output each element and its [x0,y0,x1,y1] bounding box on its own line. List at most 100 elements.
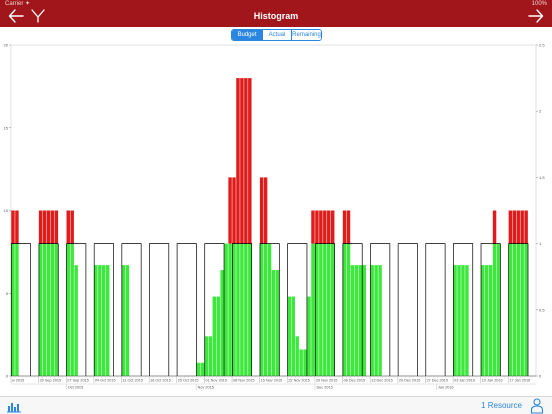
bar-overload-segment [244,78,248,244]
x-week-label: 03 Jan 2016 [454,379,475,383]
capacity-outline [314,243,335,376]
bar-overload-segment [42,210,47,244]
segment-remaining[interactable]: Remaining [291,30,321,40]
bar-capacity-segment [323,243,327,376]
bar-overload-segment [50,210,55,244]
bar-overload-segment [319,210,323,244]
bar-capacity-segment [508,243,513,376]
y-left-tick-label: 20 [4,43,9,48]
capacity-outline [425,243,446,376]
segment-actual[interactable]: Actual [262,30,291,40]
bar-capacity-segment [125,265,130,376]
bar-capacity-segment [204,336,209,376]
capacity-outline [121,243,142,376]
y-left-tick-label: 0 [6,374,9,379]
bar-capacity-segment [516,243,520,376]
bar-capacity-segment [457,265,461,376]
bar-capacity-segment [105,265,110,376]
bar-capacity-segment [240,243,244,376]
y-right-tick-label: 0 [539,374,542,379]
bar-overload-segment [70,210,74,244]
x-week-label: 08 Nov 2015 [233,379,255,383]
bar-capacity-segment [263,243,268,376]
bar-capacity-segment [524,243,528,376]
segment-budget[interactable]: Budget [232,30,262,40]
x-month-label: Nov 2015 [198,386,214,390]
bar-capacity-segment [275,270,280,376]
bar-overload-segment [315,210,319,244]
bar-capacity-segment [465,265,469,376]
x-month-label: Jan 2016 [438,386,454,390]
x-week-label: 17 Jan 2016 [509,379,530,383]
bar-capacity-segment [374,265,378,376]
bar-capacity-segment [42,243,47,376]
y-left-tick-label: 5 [6,291,9,296]
bar-capacity-segment [212,296,217,376]
x-week-label: 29 Nov 2015 [316,379,338,383]
x-week-label: 20 Dec 2015 [399,379,421,383]
back-arrow-icon[interactable] [8,9,24,23]
forward-arrow-icon[interactable] [528,9,544,23]
bar-capacity-segment [295,336,299,376]
bar-capacity-segment [74,265,78,376]
capacity-outline [342,243,363,376]
capacity-outline [176,243,197,376]
bar-capacity-segment [15,243,19,376]
bar-capacity-segment [362,265,367,376]
bar-overload-segment [228,177,232,244]
x-week-label: 20 Sep 2015 [40,379,62,383]
bar-overload-segment [524,210,528,244]
tune-icon[interactable] [30,9,46,23]
bar-capacity-segment [291,296,295,376]
bar-overload-segment [516,210,520,244]
bar-capacity-segment [228,243,232,376]
bar-overload-segment [240,78,244,244]
bar-overload-segment [520,210,524,244]
bar-capacity-segment [94,265,98,376]
bar-capacity-segment [66,243,70,376]
bar-capacity-segment [512,243,517,376]
bar-capacity-segment [232,243,236,376]
y-right-tick-label: 1.5 [539,175,545,180]
x-week-label: w 2015 [12,379,24,383]
x-week-label: 18 Oct 2015 [150,379,171,383]
bar-capacity-segment [216,296,220,376]
bar-capacity-segment [303,349,307,376]
bar-overload-segment [492,210,497,244]
histogram-icon[interactable] [6,399,22,413]
x-week-label: 27 Sep 2015 [67,379,89,383]
bar-capacity-segment [236,243,240,376]
bar-capacity-segment [271,270,276,376]
y-left-tick-label: 15 [4,125,9,130]
capacity-outline [397,243,418,376]
bar-overload-segment [66,210,70,244]
bar-capacity-segment [354,265,359,376]
bar-capacity-segment [196,362,201,376]
bar-capacity-segment [496,243,501,376]
bar-capacity-segment [102,265,106,376]
bar-capacity-segment [267,243,272,376]
bar-capacity-segment [224,243,228,376]
y-right-tick-label: 2.5 [539,43,545,48]
bar-capacity-segment [492,243,497,376]
bar-capacity-segment [311,243,315,376]
bar-overload-segment [38,210,43,244]
bar-overload-segment [15,210,19,244]
navigation-bar: Carrier ✦ 100% Histogram [0,0,552,27]
bar-capacity-segment [200,362,205,376]
bar-overload-segment [327,210,331,244]
person-icon[interactable] [530,398,544,414]
y-right-tick-label: 0.5 [539,307,545,312]
bar-capacity-segment [358,265,363,376]
bar-capacity-segment [287,296,292,376]
bar-overload-segment [248,78,252,244]
bar-capacity-segment [220,270,224,376]
capacity-outline [149,243,170,376]
x-week-label: 06 Dec 2015 [344,379,366,383]
x-week-label: 11 Oct 2015 [123,379,143,383]
resource-count-button[interactable]: 1 Resource [481,401,522,410]
capacity-outline [38,243,59,376]
x-month-label: Dec 2015 [316,386,332,390]
bar-overload-segment [46,210,51,244]
